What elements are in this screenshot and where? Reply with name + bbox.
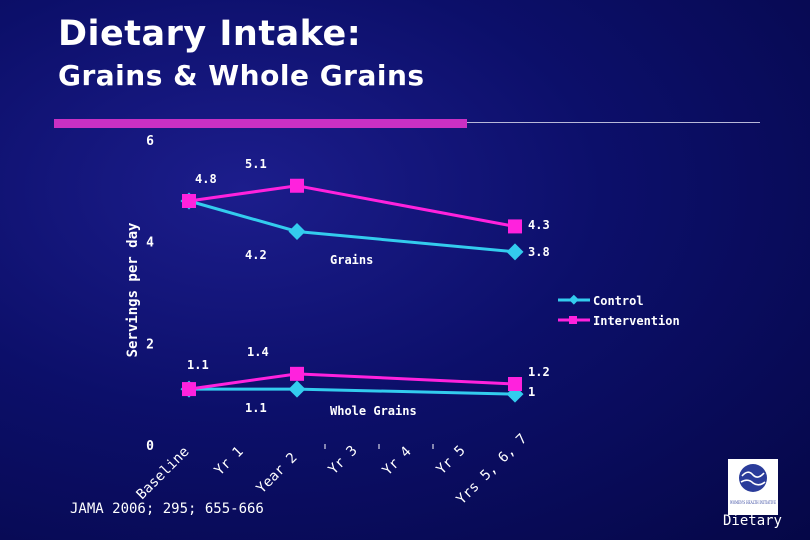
legend-marker-control: [568, 294, 579, 305]
slide-title: Dietary Intake: Grains & Whole Grains: [58, 12, 425, 96]
data-label: 1: [528, 385, 535, 399]
series-line-intervention: [188, 184, 516, 228]
x-tick-label: Yr 5: [434, 443, 469, 478]
data-point-intervention: [290, 366, 304, 381]
y-tick-label: 4: [146, 236, 154, 251]
y-tick-label: 0: [146, 439, 154, 454]
divider-line: [467, 122, 760, 123]
x-tick-label: Yr 1: [212, 444, 247, 479]
citation: JAMA 2006; 295; 655-666: [70, 501, 264, 517]
data-label: 4.3: [528, 218, 550, 232]
data-label: 1.4: [247, 345, 269, 359]
data-label: 1.1: [245, 401, 267, 415]
data-label: 5.1: [245, 157, 267, 171]
accent-bar: [54, 119, 467, 128]
data-label: 1.1: [187, 358, 209, 372]
data-label: 1.2: [528, 365, 550, 379]
legend-label-control: Control: [593, 294, 644, 308]
data-label: 4.8: [195, 172, 217, 186]
logo-text: WOMEN'S HEALTH INITIATIVE: [730, 500, 776, 506]
data-point-intervention: [508, 219, 522, 234]
data-point-intervention: [508, 377, 522, 391]
footer-label: Dietary: [722, 513, 782, 529]
title-line-2: Grains & Whole Grains: [58, 59, 425, 92]
series-line-intervention: [188, 372, 516, 391]
data-point-intervention: [290, 178, 304, 193]
x-tick-label: Baseline: [134, 444, 193, 503]
series-line-control: [189, 387, 516, 396]
data-point-control: [506, 243, 524, 261]
title-line-1: Dietary Intake:: [58, 14, 362, 54]
legend-marker-intervention: [569, 316, 577, 324]
x-tick-label: Yr 4: [380, 444, 415, 479]
y-axis-label: Servings per day: [125, 222, 141, 357]
group-label: Grains: [330, 253, 373, 267]
x-tick-label: Yrs 5, 6, 7: [454, 431, 531, 508]
data-point-intervention: [182, 194, 196, 208]
whi-logo: WOMEN'S HEALTH INITIATIVE: [728, 459, 778, 515]
x-tick-label: Year 2: [254, 450, 301, 497]
y-tick-label: 2: [146, 337, 154, 352]
data-point-intervention: [182, 382, 196, 397]
y-tick-label: 6: [146, 134, 154, 149]
data-point-control: [288, 380, 306, 398]
x-tick-label: Yr 3: [326, 443, 361, 478]
series-line-control: [188, 199, 516, 254]
group-label: Whole Grains: [330, 404, 417, 418]
data-point-control: [288, 223, 306, 240]
data-label: 4.2: [245, 248, 267, 262]
data-label: 3.8: [528, 245, 550, 259]
legend-label-intervention: Intervention: [593, 314, 680, 328]
